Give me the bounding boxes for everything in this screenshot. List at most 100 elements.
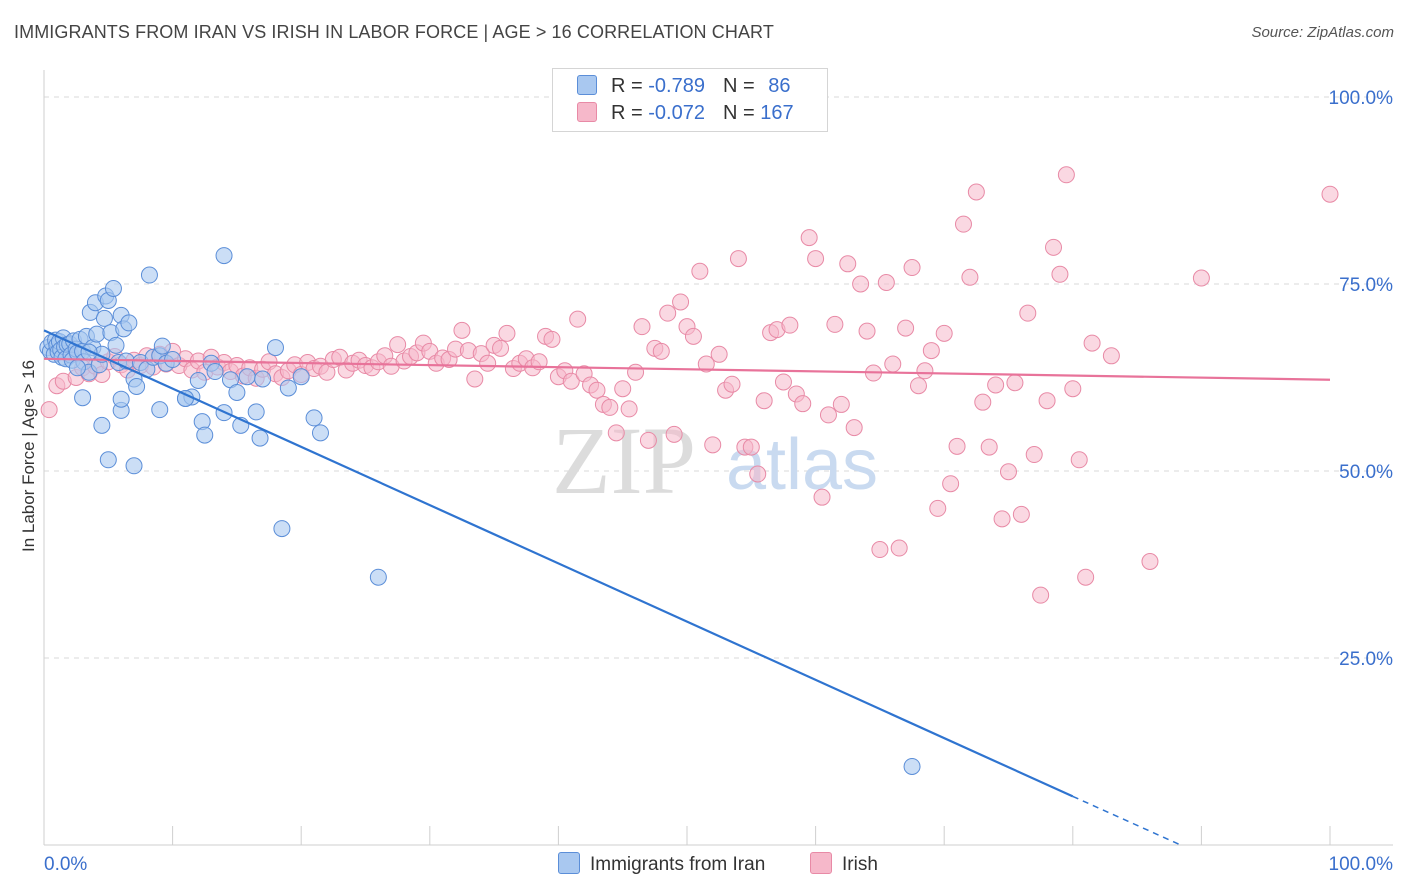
- iran-point: [112, 390, 130, 408]
- irish-point: [562, 372, 580, 390]
- tick-labels: 25.0% 50.0% 75.0% 100.0% 0.0% 100.0%: [44, 88, 1393, 875]
- x-tick-label-max: 100.0%: [1329, 854, 1394, 875]
- irish-point: [781, 316, 799, 334]
- irish-point: [479, 354, 497, 372]
- irish-point: [890, 539, 908, 557]
- irish-point: [1012, 505, 1030, 523]
- stats-legend: R = -0.789 N = 86 R = -0.072 N = 167: [552, 68, 828, 132]
- irish-point: [1032, 586, 1050, 604]
- legend-n-value-irish: 167: [760, 102, 794, 124]
- irish-point: [1064, 380, 1082, 398]
- iran-point: [903, 757, 921, 775]
- irish-trend-line: [43, 357, 1331, 381]
- bottom-legend-swatch-irish: [810, 852, 832, 874]
- legend-swatch-irish: [577, 102, 597, 122]
- irish-point: [652, 342, 670, 360]
- source-credit: Source: ZipAtlas.com: [1251, 24, 1394, 41]
- iran-points: [39, 247, 921, 775]
- irish-point: [916, 362, 934, 380]
- irish-point: [684, 327, 702, 345]
- y-tick-label-100: 100.0%: [1329, 88, 1394, 109]
- legend-r-label: R =: [611, 102, 649, 124]
- irish-point: [909, 377, 927, 395]
- watermark-zip: ZIP: [552, 407, 696, 514]
- irish-point: [1006, 374, 1024, 392]
- irish-point: [633, 318, 651, 336]
- irish-point: [1038, 392, 1056, 410]
- iran-point: [292, 368, 310, 386]
- iran-point: [95, 309, 113, 327]
- irish-point: [453, 321, 471, 339]
- iran-point: [215, 247, 233, 265]
- irish-point: [819, 406, 837, 424]
- irish-point: [1102, 347, 1120, 365]
- iran-point: [279, 379, 297, 397]
- irish-point: [543, 330, 561, 348]
- irish-point: [948, 437, 966, 455]
- irish-point: [974, 393, 992, 411]
- iran-point: [164, 351, 182, 369]
- irish-point: [755, 392, 773, 410]
- irish-point: [749, 465, 767, 483]
- iran-point: [247, 403, 265, 421]
- irish-point: [774, 373, 792, 391]
- irish-point: [826, 315, 844, 333]
- irish-point: [942, 475, 960, 493]
- irish-point: [723, 375, 741, 393]
- iran-point: [74, 389, 92, 407]
- irish-point: [1057, 166, 1075, 184]
- iran-point: [206, 363, 224, 381]
- iran-point: [153, 337, 171, 355]
- y-tick-label-50: 50.0%: [1339, 462, 1393, 483]
- irish-point: [672, 293, 690, 311]
- iran-point: [196, 426, 214, 444]
- iran-point: [107, 336, 125, 354]
- irish-point: [845, 419, 863, 437]
- iran-point: [189, 371, 207, 389]
- irish-point: [967, 183, 985, 201]
- irish-point: [627, 363, 645, 381]
- irish-point: [807, 250, 825, 268]
- irish-point: [839, 255, 857, 273]
- iran-trend-extrapolation: [1072, 795, 1181, 846]
- irish-point: [1051, 265, 1069, 283]
- iran-point: [128, 377, 146, 395]
- iran-point: [254, 370, 272, 388]
- irish-point: [1321, 185, 1339, 203]
- irish-point: [691, 262, 709, 280]
- irish-point: [929, 499, 947, 517]
- irish-point: [871, 541, 889, 559]
- y-tick-label-75: 75.0%: [1339, 275, 1393, 296]
- irish-point: [832, 395, 850, 413]
- irish-point: [607, 424, 625, 442]
- irish-point: [954, 215, 972, 233]
- irish-point: [1077, 568, 1095, 586]
- iran-point: [228, 383, 246, 401]
- iran-point: [120, 314, 138, 332]
- irish-point: [897, 319, 915, 337]
- irish-point: [922, 342, 940, 360]
- irish-point: [588, 381, 606, 399]
- y-tick-label-25: 25.0%: [1339, 649, 1393, 670]
- irish-point: [492, 339, 510, 357]
- irish-point: [852, 275, 870, 293]
- legend-r-value-irish: -0.072: [648, 102, 705, 124]
- legend-n-label: N =: [722, 102, 761, 124]
- irish-point: [704, 436, 722, 454]
- irish-point: [710, 345, 728, 363]
- iran-point: [305, 409, 323, 427]
- irish-point: [1070, 451, 1088, 469]
- irish-point: [1000, 463, 1017, 481]
- iran-point: [104, 279, 122, 297]
- bottom-legend-irish: Irish: [810, 852, 878, 876]
- irish-point: [697, 355, 715, 373]
- iran-point: [369, 568, 387, 586]
- irish-point: [1019, 304, 1037, 322]
- legend-n-label: N =: [722, 75, 761, 97]
- irish-point: [1192, 269, 1210, 287]
- irish-point: [614, 380, 632, 398]
- irish-point: [742, 438, 760, 456]
- irish-point: [659, 304, 677, 322]
- gridlines: [44, 96, 1393, 659]
